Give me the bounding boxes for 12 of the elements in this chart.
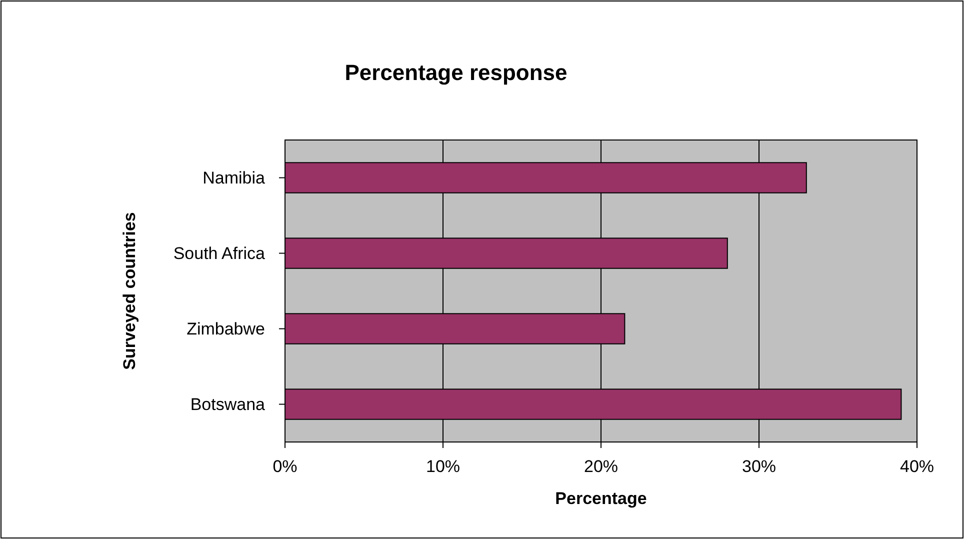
x-tick-label: 0% [272, 457, 298, 476]
y-tick-label: South Africa [173, 244, 266, 264]
y-tick-label: Zimbabwe [186, 320, 265, 339]
y-tick-label: Namibia [202, 168, 266, 188]
x-axis-title: Percentage [555, 489, 647, 508]
x-tick-label: 40% [900, 457, 934, 476]
x-tick-label: 10% [426, 457, 460, 476]
y-axis-title: Surveyed countries [120, 212, 139, 370]
x-tick-label: 30% [742, 457, 776, 476]
y-tick-label: Botswana [190, 395, 266, 414]
x-tick-label: 20% [584, 457, 618, 476]
chart-title: Percentage response [344, 60, 568, 85]
